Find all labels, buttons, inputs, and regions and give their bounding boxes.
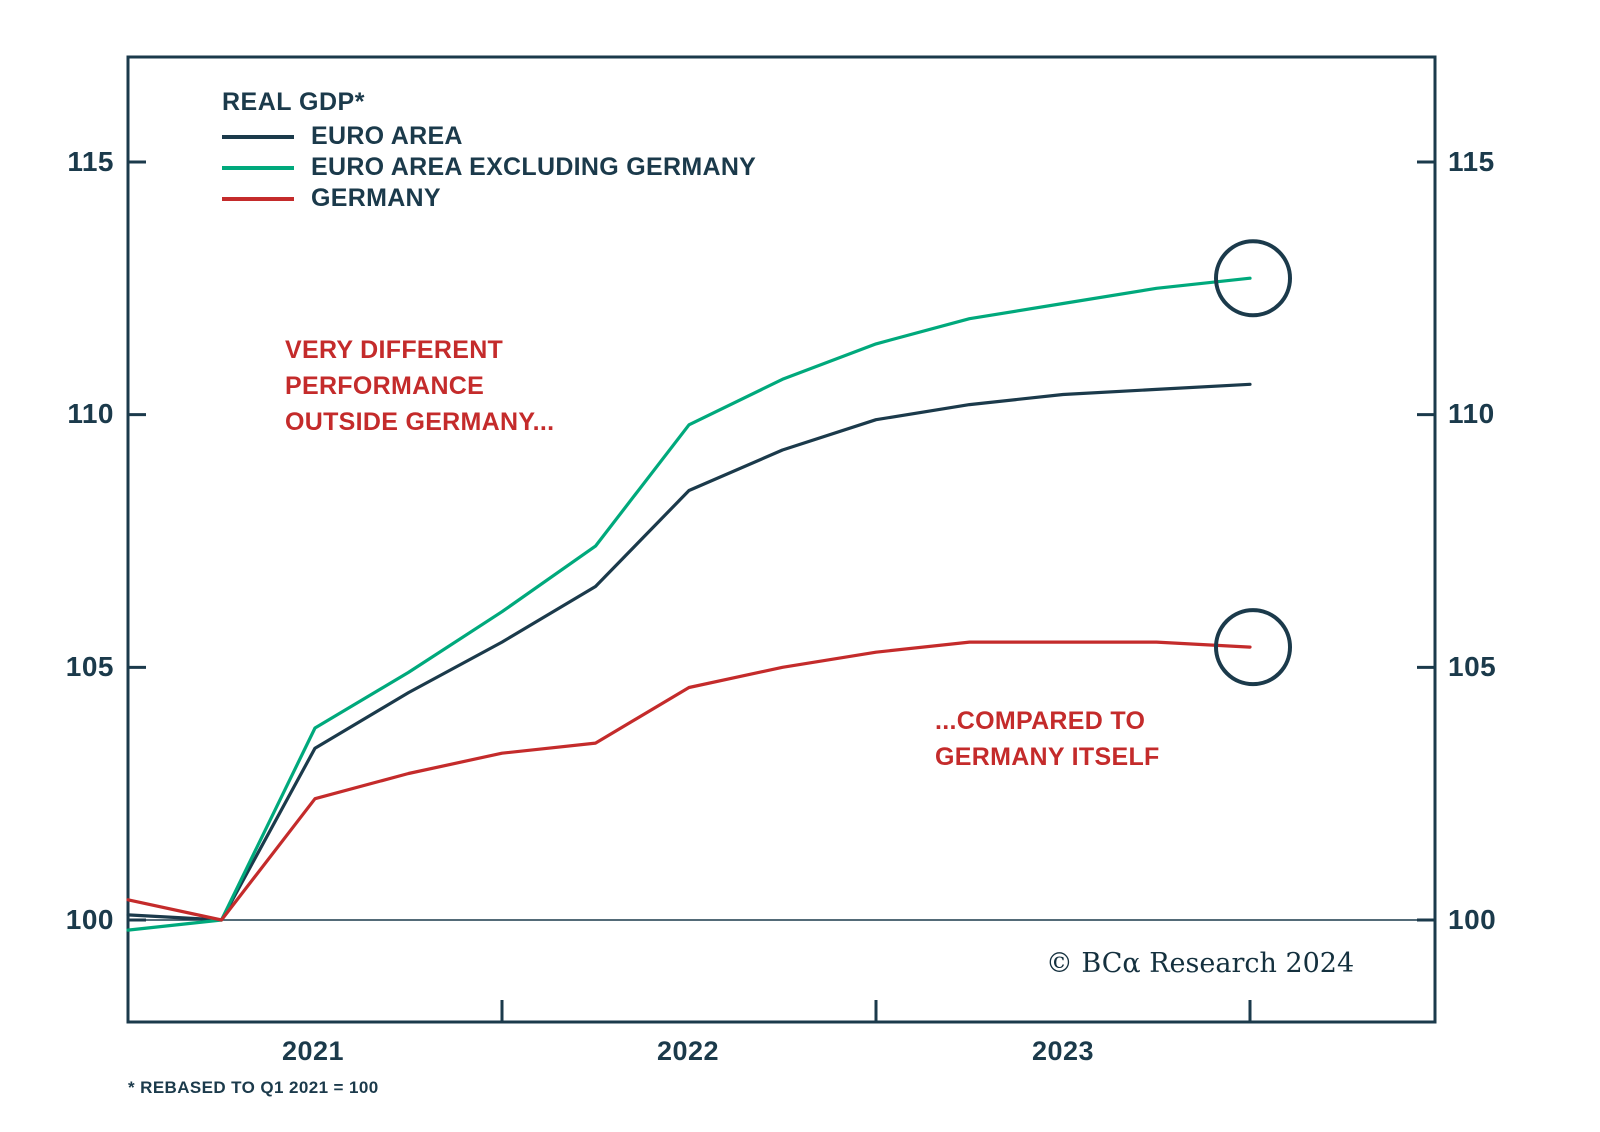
plot-border (126, 55, 1437, 1024)
y-tick-label-right-110: 110 (1448, 398, 1495, 429)
y-tick-label-left-110: 110 (67, 398, 114, 429)
copyright-bca-research: © BCα Research 2024 (1045, 948, 1355, 979)
legend-item-germany: GERMANY (222, 183, 756, 214)
germany-line-swatch (222, 196, 294, 201)
legend-item-euro-area-ex-germany: EURO AREA EXCLUDING GERMANY (222, 152, 756, 183)
endpoint-circle-germany (1214, 608, 1292, 687)
legend: REAL GDP* EURO AREA EURO AREA EXCLUDING … (222, 88, 756, 214)
x-tick-label-2021: 2021 (281, 1036, 345, 1066)
annotation-germany-itself: ...COMPARED TO GERMANY ITSELF (935, 707, 1160, 771)
y-tick-label-left-115: 115 (67, 146, 114, 177)
legend-item-euro-area: EURO AREA (222, 121, 756, 152)
annotation-outside-germany: VERY DIFFERENT PERFORMANCE OUTSIDE GERMA… (285, 336, 555, 436)
legend-label-euro-area-ex-germany: EURO AREA EXCLUDING GERMANY (311, 153, 757, 181)
y-tick-label-left-105: 105 (65, 651, 114, 682)
legend-label-euro-area: EURO AREA (311, 122, 463, 150)
series-line-germany (126, 640, 1252, 922)
y-tick-label-right-100: 100 (1448, 904, 1497, 935)
x-tick-label-2022: 2022 (656, 1036, 720, 1066)
series-line-euro-area-excluding-germany (126, 276, 1252, 932)
x-tick-label-2023: 2023 (1031, 1036, 1095, 1066)
legend-label-germany: GERMANY (311, 184, 441, 212)
y-tick-label-left-100: 100 (65, 904, 114, 935)
y-tick-label-right-115: 115 (1448, 146, 1495, 177)
footnote-rebased: * REBASED TO Q1 2021 = 100 (128, 1078, 379, 1097)
euro-area-line-swatch (222, 134, 294, 139)
endpoint-circle-euro-area-excluding-germany (1214, 239, 1292, 318)
euro-area-ex-germany-line-swatch (222, 165, 294, 170)
y-tick-label-right-105: 105 (1448, 651, 1497, 682)
legend-title: REAL GDP* (222, 88, 365, 116)
series-line-euro-area (126, 382, 1252, 922)
